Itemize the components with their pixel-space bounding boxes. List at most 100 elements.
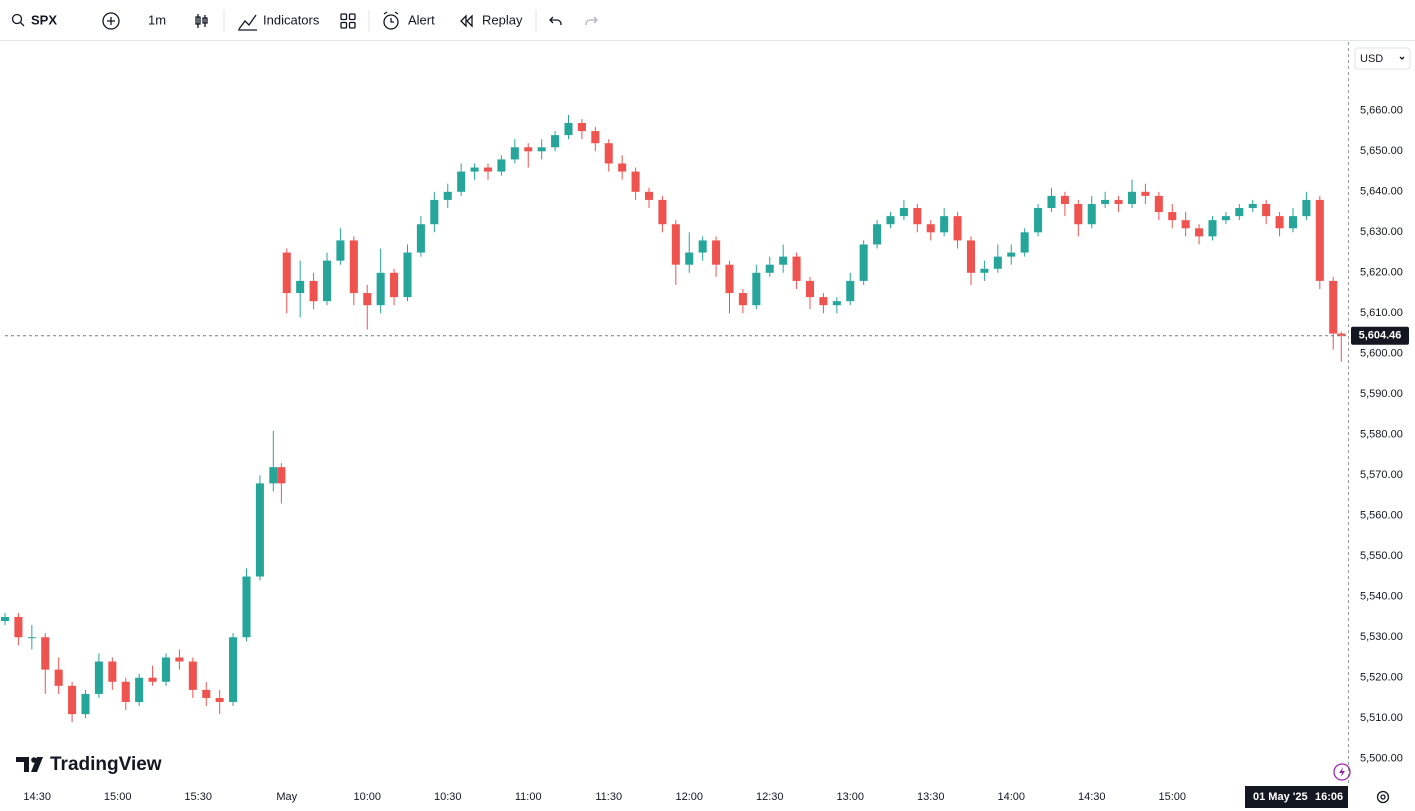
candle-body [242,576,251,638]
replay-button[interactable]: Replay [460,12,523,28]
y-tick-label: 5,530.00 [1360,631,1403,643]
candle-body [1262,203,1271,217]
alert-button[interactable]: Alert [383,11,435,30]
candle-body [591,131,600,144]
last-price-box [1351,326,1409,345]
candle-body [215,697,224,703]
candle-body [1141,191,1150,196]
plus-icon [107,17,115,25]
candle-body [349,240,358,294]
candle-body [1288,216,1298,229]
candle-body [1235,208,1244,217]
redo-button[interactable] [585,16,598,25]
indicators-icon [238,14,257,31]
candle-body [805,280,815,298]
candle-body [403,252,412,298]
candle-body [524,147,533,152]
candle-body [1047,195,1056,209]
settings-button[interactable] [1376,790,1390,804]
indicators-button[interactable]: Indicators [238,12,320,31]
power-icon[interactable] [1333,763,1351,781]
interval[interactable]: 1m [148,12,166,27]
plus-icon [102,12,120,30]
candle-body [121,681,130,703]
chart-type-button[interactable] [195,14,208,28]
candle-body [1337,333,1346,336]
candle-body [1315,199,1324,281]
candle-body [792,256,801,281]
candle-body [54,669,63,686]
x-tick-label: 15:30 [184,791,212,803]
y-tick-label: 5,500.00 [1360,753,1403,765]
candle-body [1101,199,1110,204]
candle-body [14,616,23,638]
search-icon [20,22,25,27]
y-tick-label: 5,650.00 [1360,145,1403,157]
chevron [1399,56,1405,60]
alert-icon [383,11,399,23]
y-tick-label: 5,520.00 [1360,672,1403,684]
candle-body [1221,216,1230,221]
replay-icon [460,14,473,28]
y-tick-label: 5,570.00 [1360,469,1403,481]
grid-icon [340,21,348,29]
last-price-label: 5,604.46 [1359,330,1402,342]
candle-body [618,163,627,172]
y-tick-label: 5,590.00 [1360,388,1403,400]
brand: TradingView [50,754,162,775]
bolt-circle [1333,763,1351,781]
candle-body [604,143,613,164]
candle-body [913,208,922,225]
replay-label[interactable]: Replay [482,12,523,27]
currency-label[interactable]: USD [1360,53,1383,65]
candle-body [81,693,90,715]
candle-body [1020,232,1029,253]
candle-body [551,135,560,148]
logo [31,757,37,763]
candle-body [671,224,680,265]
x-tick-label: 14:30 [23,791,51,803]
compare-button[interactable] [102,12,120,30]
currency-button[interactable]: USD [1354,47,1411,70]
candle-body [41,637,50,670]
x-tick-label: 14:00 [997,791,1025,803]
candle-body [537,147,546,152]
candle-body [899,208,908,217]
candle-body [859,244,868,281]
candle-body [819,297,828,306]
candle-body [443,191,452,200]
candle-body [135,677,144,703]
candle-body [564,122,573,136]
layouts-button[interactable] [340,13,356,29]
alert-label[interactable]: Alert [408,12,435,27]
candle-body [940,216,949,233]
candle-body [175,657,184,662]
x-tick-label: 12:30 [756,791,784,803]
candle-body [309,280,318,302]
candle-body [277,467,286,484]
y-tick-label: 5,550.00 [1360,550,1403,562]
candle-body [1181,220,1190,229]
y-tick-label: 5,640.00 [1360,186,1403,198]
candle-body [336,240,345,261]
symbol[interactable]: SPX [31,12,57,27]
x-tick-label: 13:00 [836,791,864,803]
y-tick-label: 5,580.00 [1360,429,1403,441]
indicators-label[interactable]: Indicators [263,12,320,27]
candle-body [269,467,278,484]
grid-icon [340,13,348,21]
search-icon [11,13,23,25]
grid-icon [348,13,356,21]
candle-body [282,252,291,294]
candle-body [161,657,171,682]
symbol-search[interactable]: SPX [11,12,58,27]
candle-body [0,616,10,622]
undo-button[interactable] [549,16,562,25]
watermark: TradingView [16,754,162,775]
candles [0,114,1346,723]
alert-icon [383,14,399,30]
candle-body [631,171,640,192]
crosshair-time-box [1245,786,1348,808]
candle-body [390,272,399,298]
